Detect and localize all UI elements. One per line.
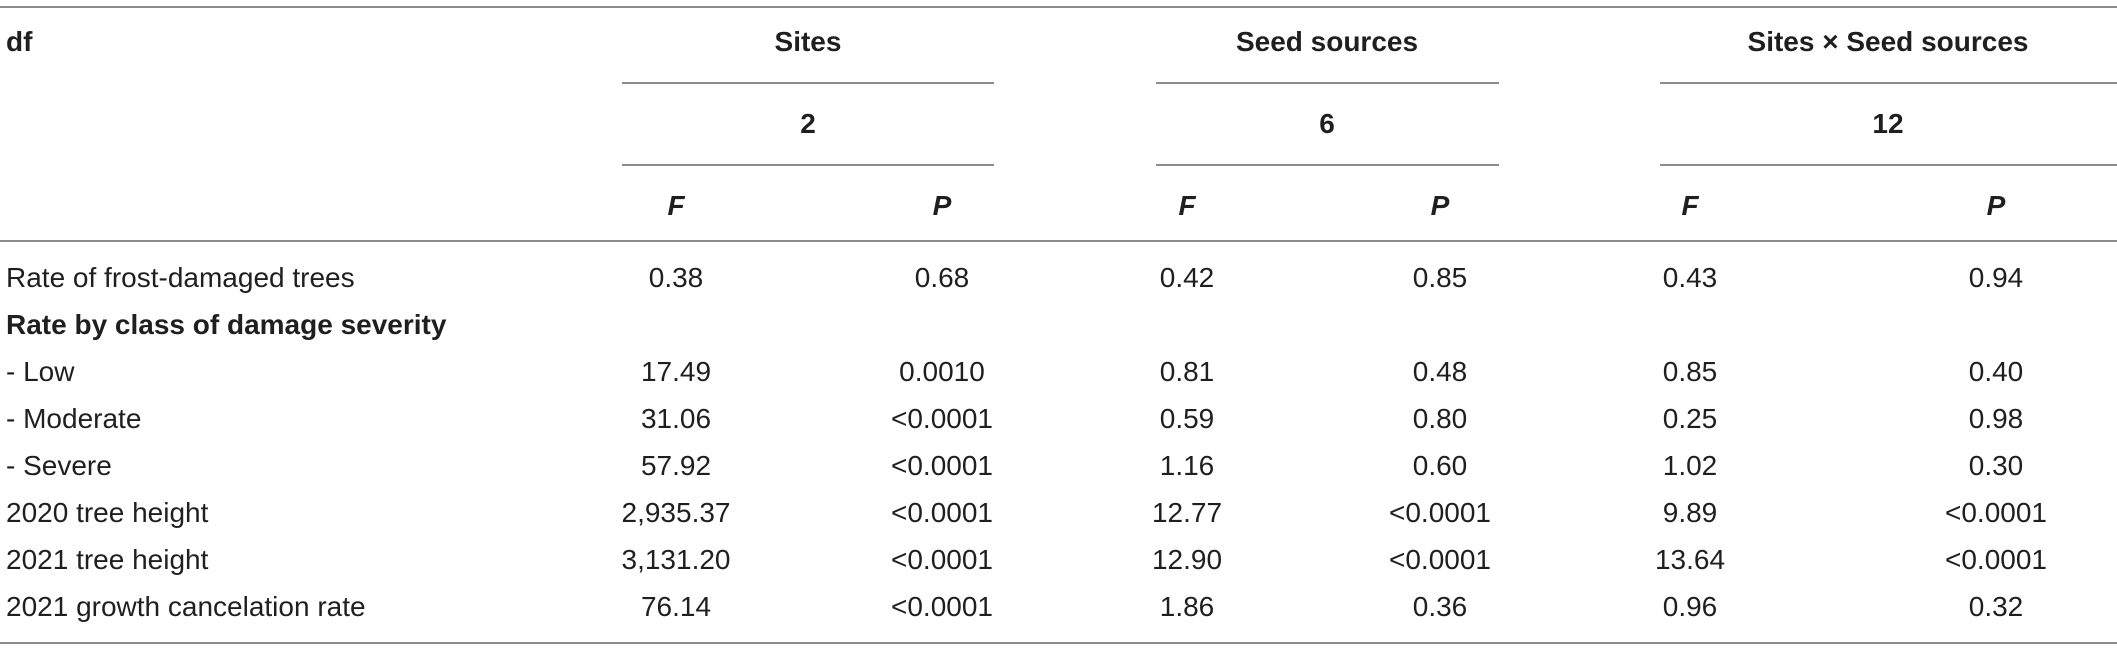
stat-header-f-interaction: F xyxy=(1681,190,1699,221)
table-cell: 0.59 xyxy=(1159,403,1215,434)
table-cell: 13.64 xyxy=(1654,544,1726,575)
table-cell: 0.43 xyxy=(1662,262,1718,293)
table-cell: 0.48 xyxy=(1412,356,1468,387)
table-cell: <0.0001 xyxy=(1389,544,1491,575)
table-cell: 0.40 xyxy=(1968,356,2024,387)
row-label-damage-severity-section: Rate by class of damage severity xyxy=(6,309,447,340)
interaction-group-rule-1 xyxy=(1660,82,2117,84)
group-df-sites: 2 xyxy=(800,108,816,139)
table-cell: 9.89 xyxy=(1662,497,1718,528)
table-cell: 0.85 xyxy=(1662,356,1718,387)
table-cell: 1.86 xyxy=(1159,591,1215,622)
row-label-severe: - Severe xyxy=(6,450,112,481)
table-cell: 0.25 xyxy=(1662,403,1718,434)
interaction-group-rule-2 xyxy=(1660,164,2117,166)
row-label-2020-tree-height: 2020 tree height xyxy=(6,497,209,528)
table-cell: 31.06 xyxy=(640,403,712,434)
stat-header-p-seed-sources: P xyxy=(1430,190,1450,221)
row-label-low: - Low xyxy=(6,356,75,387)
group-title-sites: Sites xyxy=(774,26,842,57)
row-label-frost-damaged: Rate of frost-damaged trees xyxy=(6,262,355,293)
table-cell: 12.77 xyxy=(1151,497,1223,528)
stat-header-f-sites: F xyxy=(667,190,685,221)
group-df-seed-sources: 6 xyxy=(1319,108,1335,139)
table-cell: <0.0001 xyxy=(891,591,993,622)
table-cell: 57.92 xyxy=(640,450,712,481)
table-cell: 0.98 xyxy=(1968,403,2024,434)
table-cell: 3,131.20 xyxy=(621,544,731,575)
table-cell: 0.94 xyxy=(1968,262,2024,293)
table-cell: <0.0001 xyxy=(891,450,993,481)
row-label-moderate: - Moderate xyxy=(6,403,142,434)
table-cell: 0.42 xyxy=(1159,262,1215,293)
table-cell: <0.0001 xyxy=(891,403,993,434)
sites-group-rule-2 xyxy=(622,164,994,166)
table-cell: 0.60 xyxy=(1412,450,1468,481)
table-cell: 76.14 xyxy=(640,591,712,622)
row-label-2021-growth-cancelation: 2021 growth cancelation rate xyxy=(6,591,366,622)
group-title-sites-x-seed-sources: Sites × Seed sources xyxy=(1747,26,2029,57)
stat-header-p-sites: P xyxy=(932,190,952,221)
df-header-label: df xyxy=(6,26,33,57)
table-cell: 0.32 xyxy=(1968,591,2024,622)
row-label-2021-tree-height: 2021 tree height xyxy=(6,544,209,575)
group-df-sites-x-seed-sources: 12 xyxy=(1872,108,1904,139)
seed-sources-group-rule-1 xyxy=(1156,82,1499,84)
table-cell: 1.02 xyxy=(1662,450,1718,481)
table-cell: <0.0001 xyxy=(891,544,993,575)
table-cell: 0.30 xyxy=(1968,450,2024,481)
sites-group-rule-1 xyxy=(622,82,994,84)
stat-header-f-seed-sources: F xyxy=(1178,190,1196,221)
seed-sources-group-rule-2 xyxy=(1156,164,1499,166)
table-cell: 1.16 xyxy=(1159,450,1215,481)
table-cell: 17.49 xyxy=(640,356,712,387)
table-cell: 2,935.37 xyxy=(621,497,731,528)
table-cell: <0.0001 xyxy=(891,497,993,528)
table-cell: 0.80 xyxy=(1412,403,1468,434)
table-top-rule xyxy=(0,6,2117,8)
group-title-seed-sources: Seed sources xyxy=(1235,26,1419,57)
table-cell: <0.0001 xyxy=(1945,497,2047,528)
table-cell: 0.81 xyxy=(1159,356,1215,387)
table-bottom-rule xyxy=(0,642,2117,644)
table-cell: 12.90 xyxy=(1151,544,1223,575)
table-cell: 0.36 xyxy=(1412,591,1468,622)
table-cell: 0.96 xyxy=(1662,591,1718,622)
table-cell: 0.85 xyxy=(1412,262,1468,293)
table-cell: 0.68 xyxy=(914,262,970,293)
table-cell: <0.0001 xyxy=(1389,497,1491,528)
table-cell: 0.38 xyxy=(648,262,704,293)
header-bottom-rule xyxy=(0,240,2117,242)
table-cell: 0.0010 xyxy=(899,356,985,387)
stat-header-p-interaction: P xyxy=(1986,190,2006,221)
table-cell: <0.0001 xyxy=(1945,544,2047,575)
